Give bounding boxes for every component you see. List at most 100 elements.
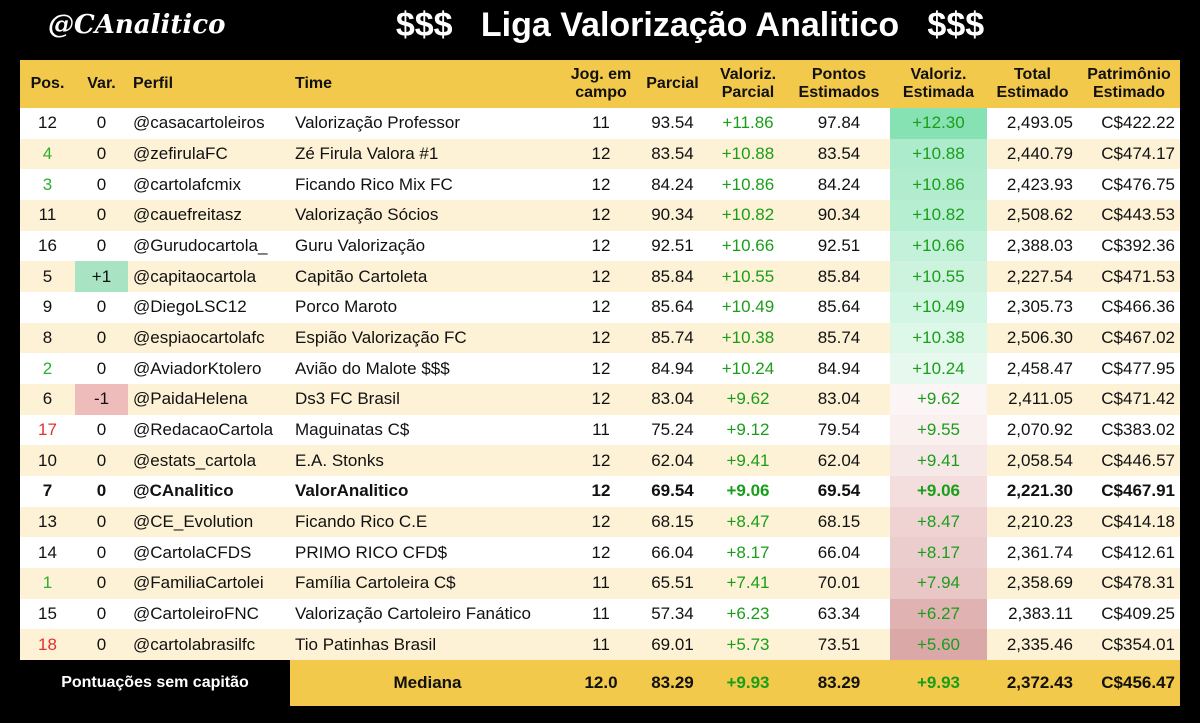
table-cell: Valorização Professor [295, 113, 461, 133]
table-cell: +10.82 [890, 200, 987, 231]
table-cell: Valorização Sócios [295, 205, 439, 225]
table-cell: 84.24 [817, 174, 861, 194]
table-cell: +12.30 [890, 108, 987, 139]
table-cell: 12 [591, 266, 611, 286]
table-cell: 0 [96, 174, 107, 194]
table-cell: C$476.75 [1101, 174, 1175, 194]
table-cell: @cauefreitasz [133, 205, 242, 225]
table-cell: 62.04 [651, 450, 694, 470]
table-cell: 83.54 [817, 143, 861, 163]
table-cell: 84.94 [817, 358, 861, 378]
table-cell: +10.82 [721, 205, 775, 225]
header-text: Parcial [721, 84, 775, 101]
table-cell: 75.24 [651, 419, 694, 439]
table-cell: +10.24 [721, 358, 775, 378]
table-cell: @CartoleiroFNC [133, 603, 259, 623]
table-cell: +9.12 [726, 419, 770, 439]
table-cell: Maguinatas C$ [295, 419, 410, 439]
header-text: Perfil [133, 75, 174, 92]
table-cell: 2,221.30 [1006, 481, 1073, 501]
table-cell: 12 [591, 389, 611, 409]
table-cell: 2,493.05 [1006, 113, 1073, 133]
table-cell: @AviadorKtolero [133, 358, 262, 378]
header-text: Var. [87, 75, 116, 92]
table-cell: C$412.61 [1101, 542, 1175, 562]
table-cell: +1 [75, 261, 128, 292]
table-cell: 73.51 [817, 634, 861, 654]
table-cell: 0 [96, 481, 107, 501]
table-cell: -1 [75, 384, 128, 415]
table-cell: Guru Valorização [295, 235, 426, 255]
footer-cell: 12.0 [584, 673, 618, 692]
table-cell: 2,305.73 [1006, 297, 1073, 317]
header-text: Patrimônio [1087, 66, 1171, 83]
footer-cell: +9.93 [726, 673, 770, 692]
table-cell: 10 [38, 450, 57, 470]
table-cell: 97.84 [817, 113, 861, 133]
table-cell: +8.47 [726, 511, 770, 531]
table-cell: 2,506.30 [1006, 327, 1073, 347]
table-cell: 11 [592, 113, 610, 133]
table-cell: 12 [591, 205, 611, 225]
table-cell: Capitão Cartoleta [295, 266, 428, 286]
table-cell: 63.34 [817, 603, 861, 623]
column-header: Parcial [637, 60, 708, 108]
table-cell: 5 [42, 266, 53, 286]
table-cell: @CE_Evolution [133, 511, 254, 531]
table-cell: @estats_cartola [133, 450, 257, 470]
table-cell: +9.41 [890, 445, 987, 476]
table-cell: 2,411.05 [1008, 389, 1073, 409]
table-cell: C$422.22 [1101, 113, 1175, 133]
table-cell: 2,458.47 [1006, 358, 1073, 378]
table-cell: +8.17 [726, 542, 770, 562]
table-cell: +11.86 [722, 113, 774, 133]
table-cell: 0 [96, 297, 107, 317]
table-cell: 2,508.62 [1006, 205, 1073, 225]
table-cell: C$409.25 [1101, 603, 1175, 623]
table-cell: 85.74 [651, 327, 694, 347]
table-cell: 62.04 [817, 450, 861, 470]
table-cell: 0 [96, 634, 107, 654]
table-cell: 66.04 [651, 542, 694, 562]
column-header: Var. [75, 60, 128, 108]
column-header: Pos. [20, 60, 75, 108]
column-header: Valoriz. Estimada [890, 60, 987, 108]
table-cell: 12 [591, 542, 611, 562]
table-cell: +8.47 [890, 506, 987, 538]
table-cell: 2 [42, 358, 53, 378]
column-header: Perfil [128, 60, 290, 108]
table-cell: Espião Valorização FC [295, 327, 467, 347]
table-cell: 0 [96, 205, 107, 225]
column-header: Time [290, 60, 565, 108]
table-cell: @casacartoleiros [133, 113, 265, 133]
table-cell: 1 [42, 573, 53, 593]
table-cell: 79.54 [817, 419, 861, 439]
table-cell: +9.62 [890, 384, 987, 415]
footer-cell: 83.29 [817, 673, 861, 692]
header-text: Estimado [996, 84, 1069, 101]
table-cell: 12 [591, 481, 611, 501]
table-cell: 3 [42, 174, 53, 194]
table-cell: 2,423.93 [1006, 174, 1073, 194]
table-cell: +9.06 [726, 481, 770, 501]
table-cell: PRIMO RICO CFD$ [295, 542, 448, 562]
table-cell: +10.38 [890, 322, 987, 354]
column-header: Pontos Estimados [788, 60, 890, 108]
table-cell: +7.41 [726, 573, 770, 593]
table-cell: 15 [38, 603, 57, 623]
table-cell: @espiaocartolafc [133, 327, 265, 347]
table-cell: 11 [592, 634, 610, 654]
table-cell: 0 [96, 235, 107, 255]
header-text: Estimados [798, 84, 880, 101]
table-cell: 2,335.46 [1006, 634, 1073, 654]
table-cell: 14 [38, 542, 57, 562]
table-cell: 11 [592, 419, 610, 439]
table-cell: +10.24 [890, 353, 987, 384]
table-cell: +9.06 [890, 476, 987, 507]
table-cell: +7.94 [890, 568, 987, 599]
table-cell: +10.66 [721, 235, 775, 255]
table-cell: 92.51 [817, 235, 861, 255]
table-cell: Ds3 FC Brasil [295, 389, 400, 409]
footer-cell: 83.29 [651, 673, 694, 692]
table-cell: 12 [591, 450, 611, 470]
